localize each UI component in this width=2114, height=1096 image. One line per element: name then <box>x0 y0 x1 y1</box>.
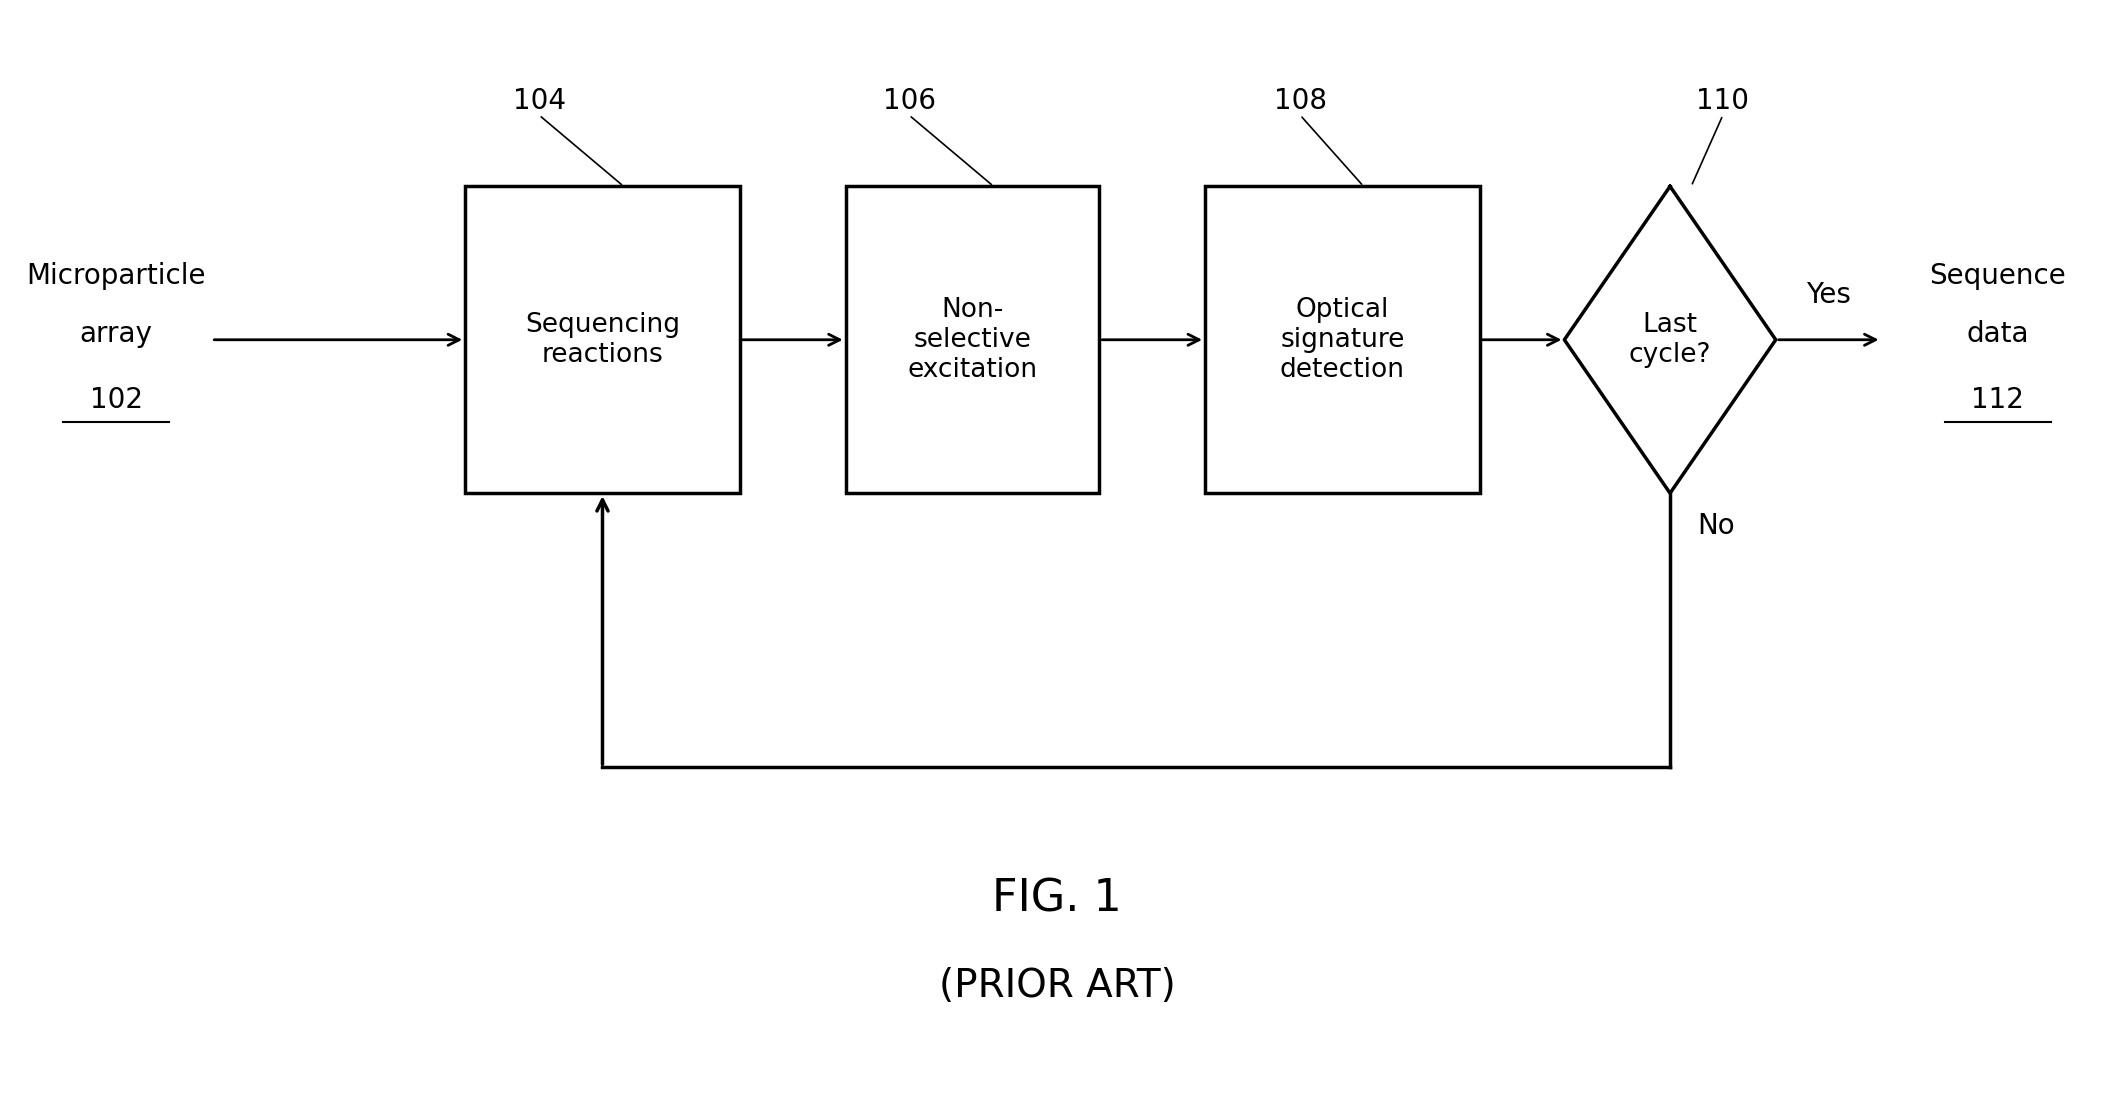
Text: Yes: Yes <box>1805 281 1852 309</box>
Text: 108: 108 <box>1273 87 1328 115</box>
Text: FIG. 1: FIG. 1 <box>991 877 1123 921</box>
Text: Sequence: Sequence <box>1930 262 2065 290</box>
FancyBboxPatch shape <box>846 186 1099 493</box>
Polygon shape <box>1564 186 1776 493</box>
Text: data: data <box>1966 320 2029 349</box>
FancyBboxPatch shape <box>465 186 740 493</box>
Text: 110: 110 <box>1695 87 1750 115</box>
Text: Last
cycle?: Last cycle? <box>1628 311 1712 368</box>
Text: (PRIOR ART): (PRIOR ART) <box>939 968 1175 1005</box>
Text: 104: 104 <box>512 87 567 115</box>
Text: 102: 102 <box>89 386 144 414</box>
Text: Sequencing
reactions: Sequencing reactions <box>524 311 681 368</box>
Text: Microparticle: Microparticle <box>27 262 205 290</box>
FancyBboxPatch shape <box>1205 186 1480 493</box>
Text: No: No <box>1698 512 1736 540</box>
Text: 112: 112 <box>1970 386 2025 414</box>
Text: Optical
signature
detection: Optical signature detection <box>1279 297 1406 383</box>
Text: array: array <box>80 320 152 349</box>
Text: Non-
selective
excitation: Non- selective excitation <box>907 297 1038 383</box>
Text: 106: 106 <box>882 87 937 115</box>
